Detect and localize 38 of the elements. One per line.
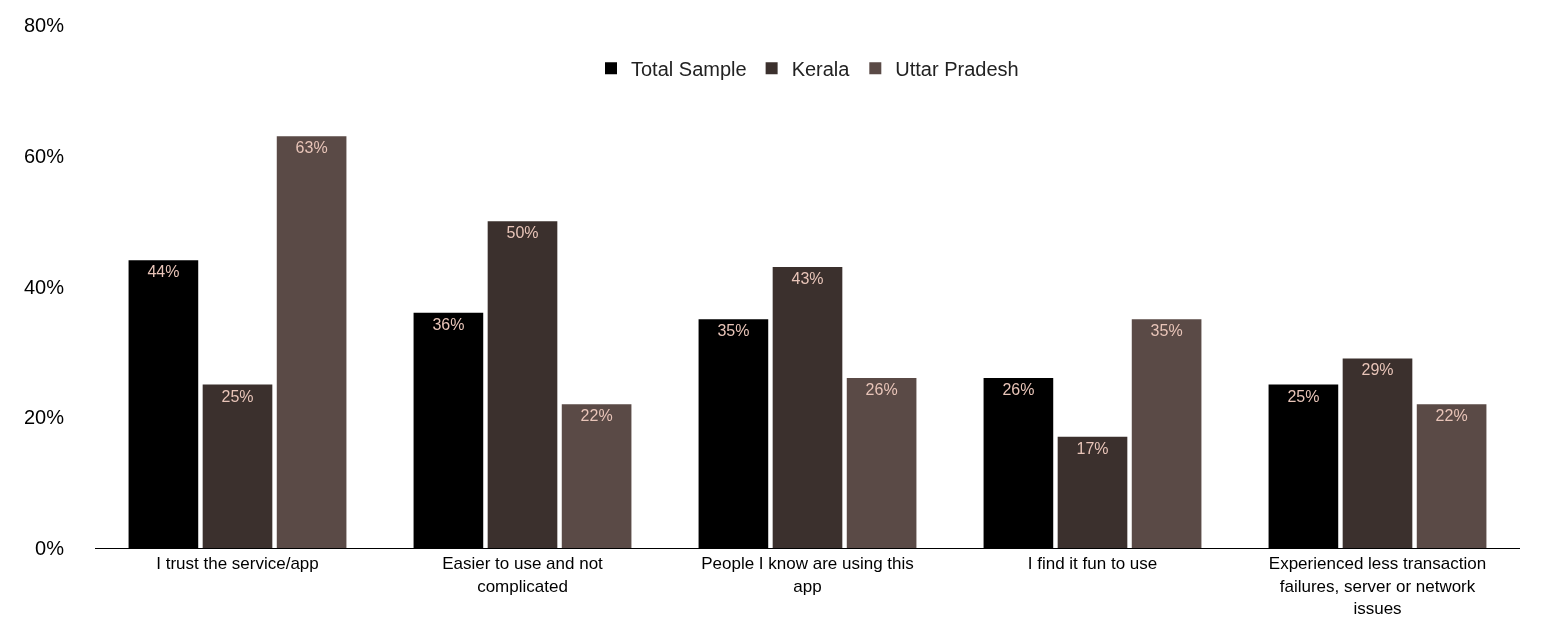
- data-label: 26%: [1002, 381, 1035, 399]
- data-label: 43%: [791, 269, 824, 287]
- bar: [1131, 319, 1202, 548]
- y-tick-label: 20%: [23, 406, 65, 429]
- y-tick-label: 80%: [23, 14, 65, 36]
- bar: [487, 221, 558, 548]
- data-label: 29%: [1361, 361, 1394, 379]
- x-tick-label: I find it fun to use: [1027, 554, 1158, 574]
- data-label: 50%: [506, 224, 539, 242]
- data-label: 25%: [1287, 387, 1320, 405]
- data-label: 44%: [147, 263, 180, 281]
- data-label: 22%: [580, 407, 613, 425]
- legend-label: Uttar Pradesh: [895, 58, 1019, 81]
- y-tick-label: 0%: [35, 537, 65, 559]
- x-tick-label: Experienced less transaction failures, server or network issues: [1268, 554, 1487, 618]
- y-tick-label: 60%: [23, 144, 65, 167]
- x-tick-label: Easier to use and not complicated: [442, 554, 604, 596]
- bar: [276, 136, 347, 548]
- data-label: 26%: [865, 381, 898, 399]
- bar: [561, 404, 632, 548]
- legend-label: Total Sample: [631, 58, 747, 81]
- data-label: 35%: [1150, 322, 1183, 340]
- data-label: 36%: [432, 315, 465, 333]
- data-label: 17%: [1076, 439, 1109, 457]
- data-label: 25%: [221, 387, 254, 405]
- bar: [846, 378, 917, 548]
- bar: [202, 384, 273, 548]
- legend-label: Kerala: [791, 58, 851, 81]
- bar: [772, 266, 843, 548]
- data-label: 35%: [717, 322, 750, 340]
- bar: [1342, 358, 1413, 548]
- x-tick-label: People I know are using this app: [701, 554, 914, 596]
- data-label: 22%: [1435, 407, 1468, 425]
- x-tick-label: I trust the service/app: [156, 554, 319, 574]
- data-label: 63%: [295, 139, 328, 157]
- bar: [1057, 436, 1128, 548]
- y-tick-label: 40%: [23, 275, 65, 298]
- bar: [1416, 404, 1487, 548]
